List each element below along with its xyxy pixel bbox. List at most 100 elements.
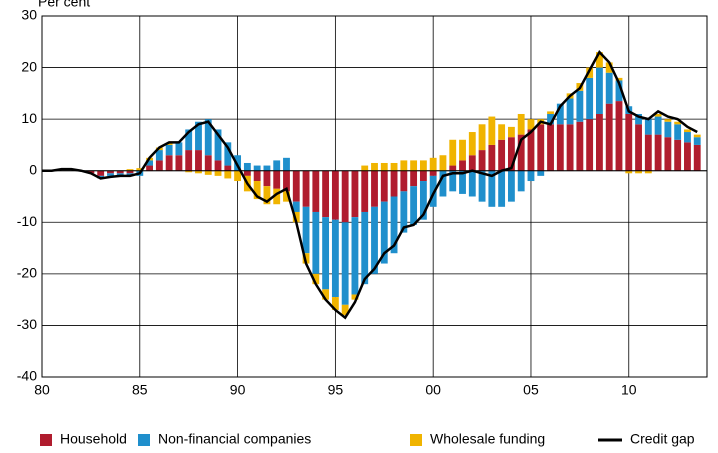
bar xyxy=(410,186,418,225)
bar xyxy=(488,144,496,171)
bar xyxy=(654,116,662,135)
bar xyxy=(498,139,506,171)
bar xyxy=(224,165,232,171)
bar xyxy=(400,191,408,233)
bar xyxy=(615,101,623,171)
bar xyxy=(263,170,271,187)
bar xyxy=(654,134,662,171)
bar xyxy=(586,119,594,171)
bar xyxy=(107,170,114,174)
bar xyxy=(214,129,222,161)
bar xyxy=(204,170,212,175)
bar xyxy=(185,170,193,173)
y-tick-label: -20 xyxy=(17,265,37,281)
bar xyxy=(371,170,378,207)
bar xyxy=(605,72,613,104)
bar xyxy=(566,124,574,171)
bar xyxy=(468,170,476,197)
bar xyxy=(234,170,242,182)
bar xyxy=(185,150,193,171)
bar xyxy=(97,170,105,176)
bar xyxy=(693,144,701,171)
bar xyxy=(664,119,672,122)
bar xyxy=(361,211,369,285)
bar xyxy=(146,165,153,171)
bar xyxy=(459,139,466,161)
bar xyxy=(635,113,642,125)
bar xyxy=(224,142,232,166)
bar xyxy=(654,113,662,117)
bar xyxy=(361,165,369,171)
bar xyxy=(596,67,603,114)
bar xyxy=(664,137,672,171)
bar xyxy=(459,170,466,194)
bar xyxy=(204,155,212,171)
bar xyxy=(498,170,506,207)
bar xyxy=(449,139,457,166)
bar xyxy=(419,160,427,171)
y-tick-label: 10 xyxy=(21,110,37,126)
bar xyxy=(195,170,202,174)
bar xyxy=(185,129,193,151)
bar xyxy=(527,129,535,171)
bar xyxy=(429,170,437,176)
bar xyxy=(684,129,691,133)
bar xyxy=(136,168,144,171)
bar xyxy=(253,170,261,182)
legend-label: Credit gap xyxy=(630,431,695,447)
bar xyxy=(527,170,535,182)
bar xyxy=(478,170,486,202)
legend-swatch xyxy=(138,434,150,446)
bar xyxy=(400,170,408,192)
x-tick-label: 80 xyxy=(34,382,50,398)
bar xyxy=(390,196,398,254)
bar xyxy=(507,126,515,138)
bar xyxy=(419,181,427,220)
bar xyxy=(390,162,398,171)
bar xyxy=(331,219,339,298)
legend-label: Wholesale funding xyxy=(430,431,545,447)
bar xyxy=(537,124,545,171)
bar xyxy=(605,103,613,171)
y-axis-label: Per cent xyxy=(38,0,90,10)
bar xyxy=(371,162,378,171)
bar xyxy=(684,142,691,171)
bar xyxy=(507,137,515,171)
bar xyxy=(537,170,545,176)
y-tick-label: 30 xyxy=(21,7,37,23)
legend-label: Household xyxy=(60,431,127,447)
bar xyxy=(273,160,281,171)
bar xyxy=(351,294,359,300)
bar xyxy=(155,150,163,161)
x-tick-label: 85 xyxy=(132,382,148,398)
bar xyxy=(693,137,701,145)
bar xyxy=(283,157,290,171)
y-tick-label: -40 xyxy=(17,368,37,384)
bar xyxy=(126,169,134,171)
bar xyxy=(468,155,476,171)
bar xyxy=(341,304,349,316)
bar xyxy=(644,170,652,174)
x-tick-label: 00 xyxy=(425,382,441,398)
y-tick-label: 0 xyxy=(29,161,37,177)
bar xyxy=(292,201,300,212)
bar xyxy=(576,90,584,122)
x-tick-label: 05 xyxy=(523,382,539,398)
bar xyxy=(439,170,447,197)
bar xyxy=(478,150,486,171)
bar xyxy=(263,165,271,171)
y-tick-label: -10 xyxy=(17,213,37,229)
bar xyxy=(380,162,388,171)
bar xyxy=(243,162,251,171)
bar xyxy=(517,113,525,135)
bar xyxy=(605,62,613,73)
bar xyxy=(253,165,261,171)
bar xyxy=(380,201,388,264)
bar xyxy=(283,191,290,202)
bar xyxy=(273,170,281,189)
x-tick-label: 95 xyxy=(328,382,344,398)
bar xyxy=(292,211,300,223)
bar xyxy=(596,52,603,68)
bar xyxy=(410,170,418,187)
y-tick-label: 20 xyxy=(21,58,37,74)
